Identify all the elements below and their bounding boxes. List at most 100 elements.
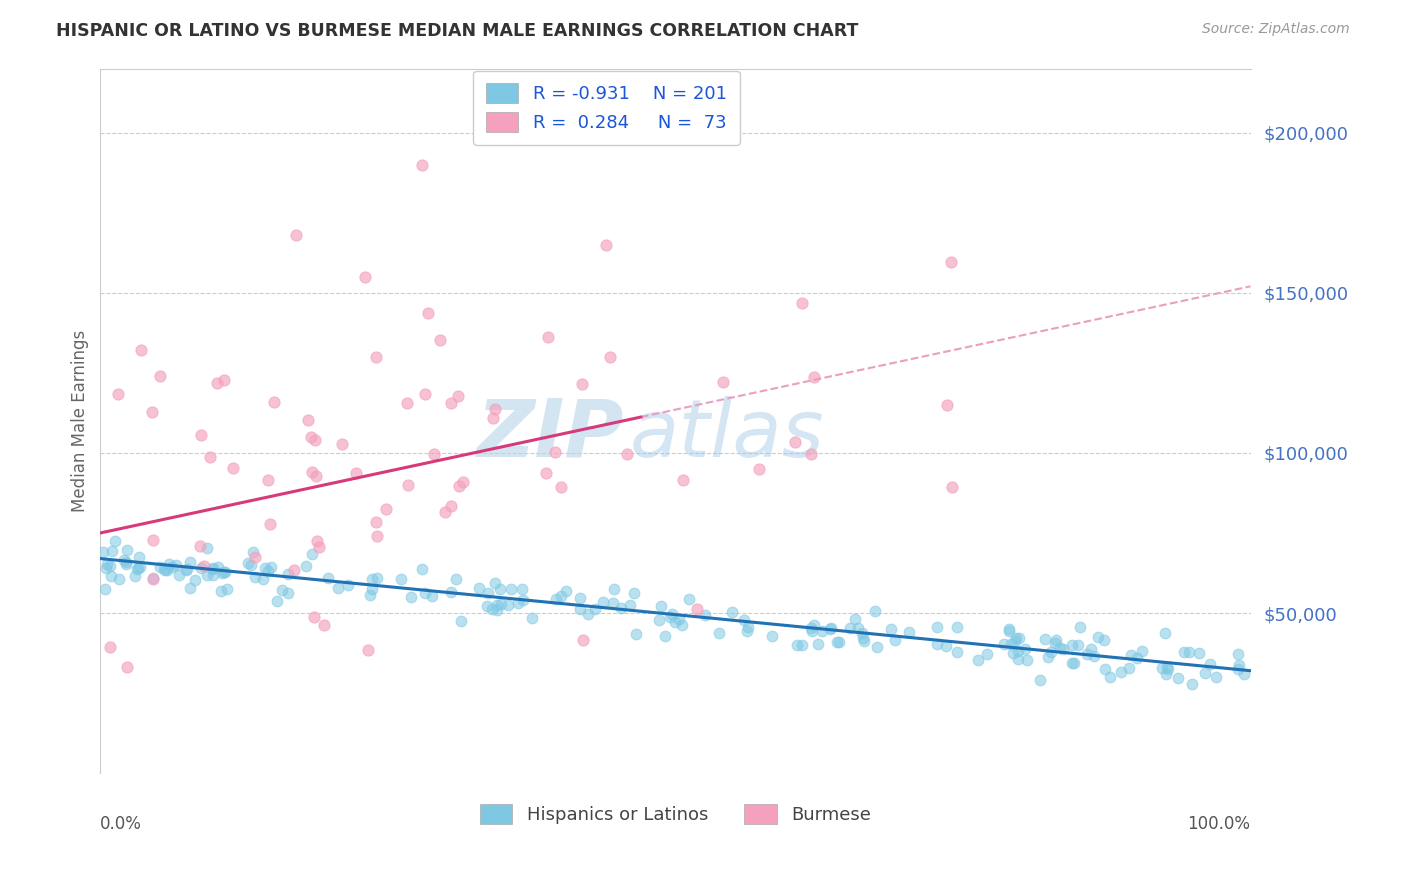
Point — [179, 581, 201, 595]
Text: 0.0%: 0.0% — [100, 815, 142, 833]
Point — [839, 620, 862, 634]
Point — [297, 413, 319, 427]
Point — [197, 567, 219, 582]
Point — [190, 561, 212, 575]
Point — [284, 228, 307, 243]
Point — [664, 615, 686, 629]
Point — [468, 581, 491, 595]
Point — [946, 645, 969, 659]
Point — [174, 562, 197, 576]
Point — [124, 569, 146, 583]
Point — [1233, 667, 1256, 681]
Point — [1029, 673, 1052, 687]
Point — [413, 586, 436, 600]
Point — [1007, 632, 1029, 646]
Point — [486, 603, 509, 617]
Point — [179, 555, 201, 569]
Point — [153, 563, 176, 577]
Point — [1150, 661, 1173, 675]
Point — [654, 630, 676, 644]
Point — [107, 387, 129, 401]
Point — [149, 368, 172, 383]
Point — [785, 435, 807, 450]
Point — [534, 466, 557, 480]
Point — [305, 469, 328, 483]
Point — [846, 621, 869, 635]
Point — [491, 597, 513, 611]
Point — [252, 572, 274, 586]
Point — [851, 626, 873, 640]
Point — [501, 582, 523, 596]
Point — [257, 473, 280, 487]
Point — [207, 376, 229, 391]
Point — [316, 571, 339, 585]
Point — [167, 568, 190, 582]
Point — [807, 637, 830, 651]
Point — [481, 602, 503, 616]
Point — [160, 560, 183, 574]
Point — [212, 373, 235, 387]
Point — [748, 461, 770, 475]
Point — [295, 558, 318, 573]
Point — [446, 572, 468, 586]
Point — [336, 578, 359, 592]
Point — [283, 562, 305, 576]
Text: Source: ZipAtlas.com: Source: ZipAtlas.com — [1202, 22, 1350, 37]
Point — [1099, 670, 1122, 684]
Point — [555, 584, 578, 599]
Point — [852, 632, 875, 646]
Point — [1118, 661, 1140, 675]
Point — [1177, 645, 1199, 659]
Point — [270, 582, 292, 597]
Point — [326, 581, 349, 595]
Point — [238, 556, 260, 570]
Y-axis label: Median Male Earnings: Median Male Earnings — [72, 330, 89, 512]
Point — [522, 611, 544, 625]
Point — [142, 572, 165, 586]
Point — [616, 446, 638, 460]
Point — [128, 560, 150, 574]
Point — [626, 627, 648, 641]
Point — [595, 237, 617, 252]
Point — [91, 544, 114, 558]
Point — [737, 624, 759, 639]
Point — [1156, 659, 1178, 673]
Point — [925, 619, 948, 633]
Point — [257, 564, 280, 578]
Point — [572, 632, 595, 647]
Point — [1130, 644, 1153, 658]
Point — [1066, 638, 1088, 652]
Point — [946, 620, 969, 634]
Point — [366, 571, 388, 585]
Point — [308, 540, 330, 554]
Point — [242, 545, 264, 559]
Point — [898, 624, 921, 639]
Point — [366, 529, 388, 543]
Point — [195, 541, 218, 556]
Point — [277, 586, 299, 600]
Legend: Hispanics or Latinos, Burmese: Hispanics or Latinos, Burmese — [472, 797, 879, 831]
Point — [623, 586, 645, 600]
Point — [330, 437, 353, 451]
Point — [375, 502, 398, 516]
Point — [941, 255, 963, 269]
Point — [440, 499, 463, 513]
Point — [302, 609, 325, 624]
Point — [1063, 656, 1085, 670]
Point — [141, 405, 163, 419]
Point — [157, 557, 180, 571]
Point — [411, 562, 433, 576]
Point — [1156, 662, 1178, 676]
Point — [1087, 630, 1109, 644]
Point — [301, 547, 323, 561]
Point — [648, 613, 671, 627]
Point — [1198, 657, 1220, 671]
Point — [686, 602, 709, 616]
Point — [411, 158, 433, 172]
Point — [450, 615, 472, 629]
Point — [115, 557, 138, 571]
Point — [360, 572, 382, 586]
Point — [98, 559, 121, 574]
Point — [576, 607, 599, 621]
Point — [1076, 647, 1098, 661]
